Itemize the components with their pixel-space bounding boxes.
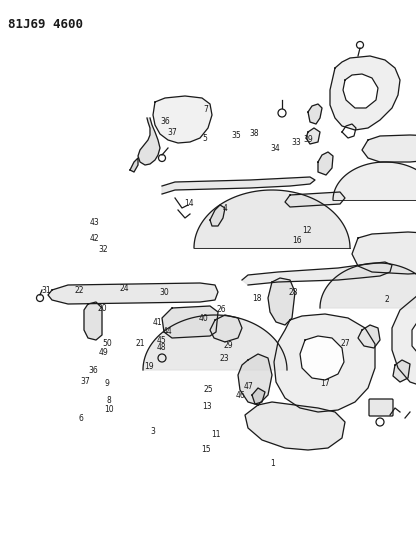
Text: 81J69 4600: 81J69 4600 bbox=[8, 18, 83, 31]
Polygon shape bbox=[285, 192, 345, 207]
Text: 5: 5 bbox=[203, 134, 208, 143]
Polygon shape bbox=[194, 190, 350, 248]
Text: 9: 9 bbox=[105, 379, 110, 388]
Text: 35: 35 bbox=[231, 132, 241, 140]
Text: 12: 12 bbox=[302, 226, 312, 235]
Text: 47: 47 bbox=[244, 383, 254, 391]
Text: 45: 45 bbox=[156, 336, 166, 344]
Text: 17: 17 bbox=[320, 379, 330, 388]
Text: 11: 11 bbox=[211, 431, 220, 439]
Text: 8: 8 bbox=[106, 397, 111, 405]
Text: 34: 34 bbox=[270, 144, 280, 152]
Polygon shape bbox=[392, 288, 416, 388]
Text: 49: 49 bbox=[98, 349, 108, 357]
Text: 14: 14 bbox=[184, 199, 194, 208]
Polygon shape bbox=[210, 315, 242, 342]
Polygon shape bbox=[330, 56, 400, 130]
Text: 15: 15 bbox=[201, 445, 211, 454]
Polygon shape bbox=[143, 315, 287, 370]
Polygon shape bbox=[320, 263, 416, 308]
Polygon shape bbox=[300, 336, 344, 380]
Polygon shape bbox=[308, 104, 322, 124]
Polygon shape bbox=[210, 205, 225, 226]
Polygon shape bbox=[393, 360, 410, 382]
Polygon shape bbox=[84, 302, 102, 340]
Polygon shape bbox=[358, 325, 380, 348]
Text: 42: 42 bbox=[90, 235, 100, 243]
Text: 23: 23 bbox=[220, 354, 230, 362]
Polygon shape bbox=[162, 306, 218, 338]
Text: 25: 25 bbox=[203, 385, 213, 393]
Polygon shape bbox=[333, 162, 416, 200]
Text: 43: 43 bbox=[90, 219, 100, 227]
Polygon shape bbox=[245, 402, 345, 450]
Polygon shape bbox=[318, 152, 333, 175]
Text: 32: 32 bbox=[98, 245, 108, 254]
Text: 2: 2 bbox=[384, 295, 389, 304]
Text: 22: 22 bbox=[74, 286, 84, 295]
Text: 21: 21 bbox=[136, 340, 145, 348]
Text: 4: 4 bbox=[222, 205, 227, 213]
Polygon shape bbox=[352, 232, 416, 274]
Text: 13: 13 bbox=[202, 402, 212, 410]
Text: 3: 3 bbox=[151, 427, 156, 436]
Polygon shape bbox=[412, 314, 416, 362]
Text: 40: 40 bbox=[198, 314, 208, 323]
Text: 33: 33 bbox=[291, 139, 301, 147]
Text: 7: 7 bbox=[203, 105, 208, 114]
Polygon shape bbox=[252, 388, 265, 404]
Text: 30: 30 bbox=[159, 288, 169, 296]
Polygon shape bbox=[343, 74, 378, 108]
Text: 38: 38 bbox=[250, 129, 260, 138]
Text: 37: 37 bbox=[168, 128, 178, 136]
FancyBboxPatch shape bbox=[369, 399, 393, 416]
Polygon shape bbox=[138, 118, 160, 165]
Text: 41: 41 bbox=[152, 318, 162, 327]
Polygon shape bbox=[362, 135, 416, 162]
Polygon shape bbox=[162, 177, 315, 194]
Text: 36: 36 bbox=[161, 117, 171, 126]
Text: 48: 48 bbox=[156, 343, 166, 352]
Text: 28: 28 bbox=[289, 288, 298, 296]
Text: 36: 36 bbox=[89, 366, 99, 375]
Polygon shape bbox=[48, 283, 218, 304]
Text: 44: 44 bbox=[162, 327, 172, 336]
Text: 18: 18 bbox=[253, 294, 262, 303]
Text: 37: 37 bbox=[80, 377, 90, 385]
Text: 50: 50 bbox=[102, 340, 112, 348]
Polygon shape bbox=[306, 128, 320, 144]
Text: 26: 26 bbox=[216, 305, 226, 313]
Text: 10: 10 bbox=[104, 405, 114, 414]
Polygon shape bbox=[130, 158, 138, 172]
Text: 20: 20 bbox=[97, 304, 107, 312]
Text: 19: 19 bbox=[144, 362, 154, 371]
Polygon shape bbox=[274, 314, 375, 412]
Polygon shape bbox=[268, 278, 295, 325]
Text: 39: 39 bbox=[303, 135, 313, 144]
Text: 46: 46 bbox=[235, 391, 245, 400]
Text: 31: 31 bbox=[42, 286, 52, 295]
Text: 1: 1 bbox=[270, 459, 275, 468]
Text: 16: 16 bbox=[292, 237, 302, 245]
Polygon shape bbox=[153, 96, 212, 143]
Text: 6: 6 bbox=[79, 415, 84, 423]
Polygon shape bbox=[242, 262, 392, 285]
Text: 27: 27 bbox=[340, 339, 350, 348]
Text: 24: 24 bbox=[119, 285, 129, 293]
Text: 29: 29 bbox=[223, 341, 233, 350]
Polygon shape bbox=[238, 354, 272, 405]
